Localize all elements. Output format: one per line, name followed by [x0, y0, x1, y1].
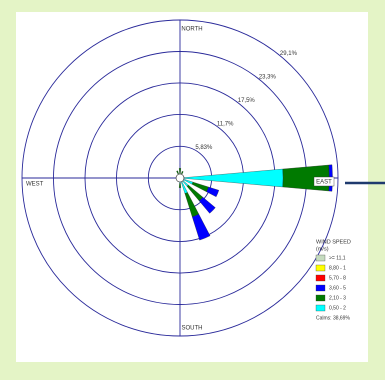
ring-label: 17,5% [238, 98, 256, 104]
ring [21, 19, 339, 337]
compass-label: EAST [316, 180, 332, 186]
legend-swatch [315, 304, 326, 312]
legend-label: 0,50 - 2 [329, 305, 346, 311]
legend-swatch [315, 264, 326, 272]
legend: WIND SPEED(m/s)>= 11,1 8,80 - 1 5,70 - 8 3,… [315, 239, 351, 321]
ring-label: 11,7% [217, 121, 234, 127]
ring-label: 5,83% [195, 145, 213, 151]
rose: 5,83% 11,7% 17,5% 23,3% 29,1% NORTH SOUTH WEST E… [21, 19, 339, 337]
compass-label: NORTH [181, 27, 202, 33]
legend-label: 3,60 - 5 [329, 285, 346, 291]
calms-label: Calms: 38,69% [316, 315, 350, 321]
compass-label: WEST [26, 182, 44, 188]
compass-label-box [313, 176, 335, 187]
legend-label: 8,80 - 1 [329, 265, 346, 271]
legend-swatch [315, 254, 326, 262]
petal-segment [192, 213, 211, 241]
legend-label: 2,10 - 3 [329, 295, 346, 301]
legend-label: >= 11,1 [329, 255, 346, 261]
petal-segment [206, 186, 220, 198]
ring-label: 23,3% [259, 75, 277, 81]
compass-label: SOUTH [182, 326, 203, 332]
calms-circle [175, 173, 185, 183]
legend-swatch [315, 284, 326, 292]
legend-title: WIND SPEED [316, 239, 351, 245]
legend-swatch [315, 294, 326, 302]
legend-title: (m/s) [316, 246, 329, 252]
petal-segment [178, 183, 182, 188]
legend-swatch [315, 274, 326, 282]
ring-label: 29,1% [280, 51, 298, 57]
legend-label: 5,70 - 8 [329, 275, 346, 281]
petal-segment [198, 196, 216, 214]
